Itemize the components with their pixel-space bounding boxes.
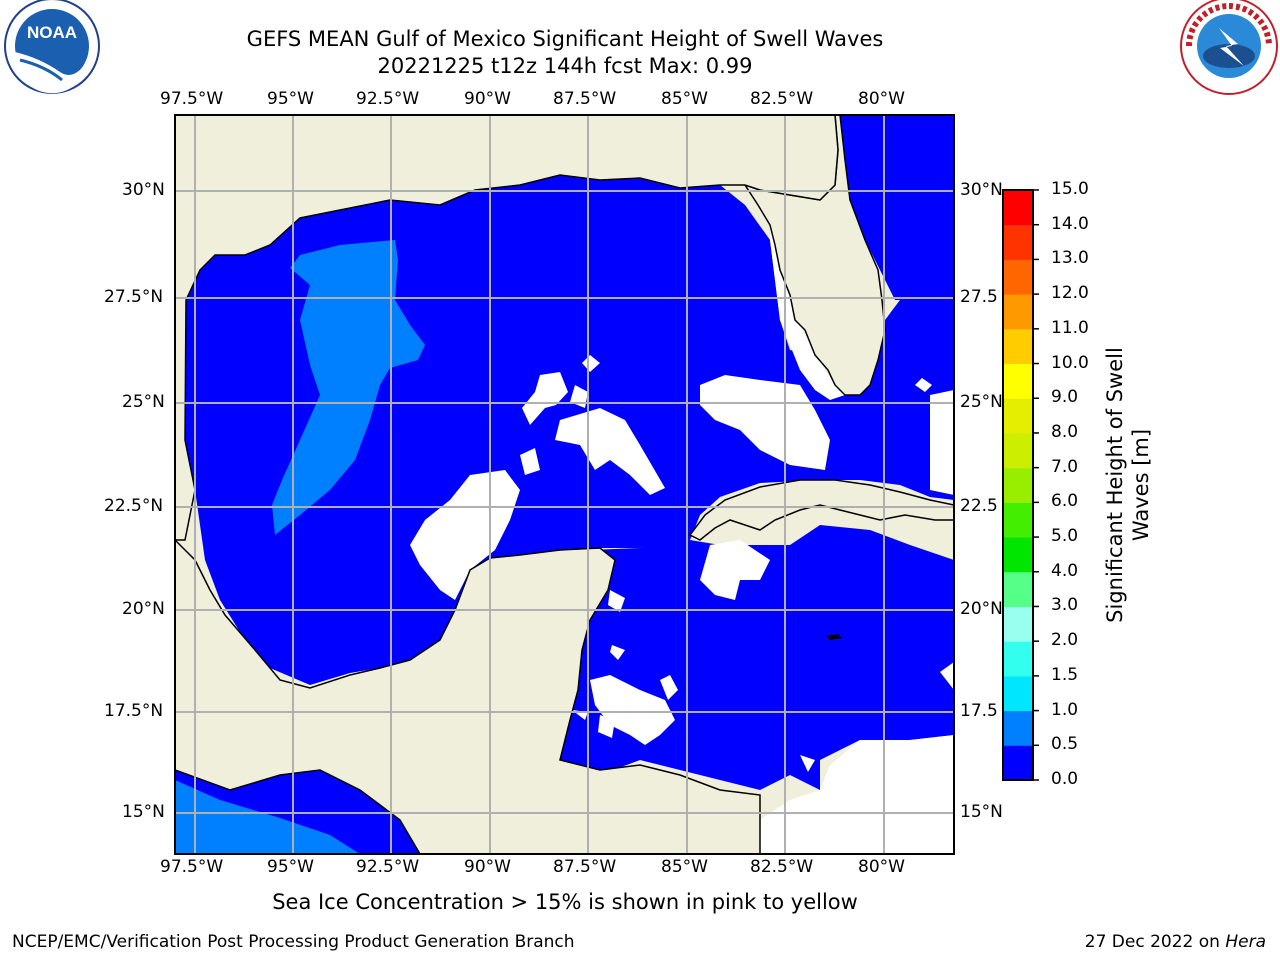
gridlines <box>175 115 954 854</box>
map-area <box>175 115 954 854</box>
lat-label-right: 25°N <box>960 392 1003 412</box>
colorbar <box>1002 189 1039 781</box>
colorbar-segment <box>1003 328 1033 365</box>
nodata-patches <box>410 205 954 854</box>
lon-label-top: 80°W <box>858 89 905 109</box>
noaa-logo-text: NOAA <box>27 23 77 42</box>
lat-label-left: 15°N <box>122 802 165 822</box>
colorbar-tick-label: 14.0 <box>1051 213 1089 234</box>
lat-label-right: 15°N <box>960 802 1003 822</box>
colorbar-segment <box>1003 224 1033 260</box>
colorbar-tick-label: 12.0 <box>1051 283 1089 304</box>
colorbar-tick-label: 10.0 <box>1051 352 1089 373</box>
lon-label-bottom: 82.5°W <box>750 857 814 877</box>
lon-label-bottom: 85°W <box>661 857 708 877</box>
colorbar-segment <box>1003 294 1033 330</box>
lon-label-bottom: 90°W <box>464 857 511 877</box>
lat-label-right: 22.5 <box>960 496 998 516</box>
colorbar-tick-label: 0.5 <box>1051 734 1079 755</box>
colorbar-segment <box>1003 398 1033 434</box>
lat-label-right: 30°N <box>960 180 1003 200</box>
colorbar-tick-label: 2.0 <box>1051 630 1079 651</box>
colorbar-segment <box>1003 363 1033 399</box>
jamaica-land <box>826 634 842 640</box>
colorbar-segment <box>1003 745 1033 781</box>
colorbar-tick-label: 13.0 <box>1051 248 1089 269</box>
colorbar-tick-label: 1.0 <box>1051 699 1079 720</box>
colorbar-tick-label: 7.0 <box>1051 456 1079 477</box>
colorbar-tick-label: 0.0 <box>1051 769 1079 789</box>
lon-label-bottom: 92.5°W <box>356 857 420 877</box>
lon-label-top: 95°W <box>267 89 314 109</box>
colorbar-segment <box>1003 606 1033 642</box>
colorbar-segment <box>1003 710 1033 746</box>
footer-date-text: 27 Dec 2022 on <box>1084 932 1220 952</box>
lon-label-top: 82.5°W <box>750 89 814 109</box>
map-frame <box>174 114 955 855</box>
footer-host: Hera <box>1225 932 1266 952</box>
atlantic-water <box>835 115 954 300</box>
colorbar-segment <box>1003 537 1033 573</box>
colorbar-tick-label: 8.0 <box>1051 421 1079 442</box>
colorbar-title: Significant Height of Swell Waves [m] <box>1103 347 1153 623</box>
yucatan-land <box>175 538 761 854</box>
lon-label-bottom: 80°W <box>858 857 905 877</box>
chart-title: GEFS MEAN Gulf of Mexico Significant Hei… <box>246 27 884 51</box>
lon-label-bottom: 97.5°W <box>160 857 224 877</box>
lat-label-left: 30°N <box>122 180 165 200</box>
swell-band-mid <box>272 240 425 535</box>
colorbar-tick-label: 3.0 <box>1051 595 1079 616</box>
colorbar-tick-label: 1.5 <box>1051 664 1079 685</box>
footer-date: 27 Dec 2022 on Hera <box>1085 932 1266 952</box>
colorbar-tick-label: 15.0 <box>1051 179 1089 199</box>
colorbar-tick-label: 11.0 <box>1051 317 1089 338</box>
lat-label-left: 20°N <box>122 599 165 619</box>
lon-label-top: 92.5°W <box>356 89 420 109</box>
colorbar-tick-label: 5.0 <box>1051 526 1079 547</box>
colorbar-segment <box>1003 641 1033 677</box>
colorbar-tick-label: 9.0 <box>1051 387 1079 408</box>
footer-credit: NCEP/EMC/Verification Post Processing Pr… <box>12 932 575 952</box>
lon-label-bottom: 95°W <box>267 857 314 877</box>
lat-label-right: 20°N <box>960 599 1003 619</box>
colorbar-segment <box>1003 190 1033 226</box>
pacific-water-mid <box>175 780 360 854</box>
lon-label-top: 87.5°W <box>553 89 617 109</box>
lon-label-bottom: 87.5°W <box>553 857 617 877</box>
lat-label-right: 27.5 <box>960 287 998 307</box>
colorbar-segment <box>1003 259 1033 295</box>
lat-label-left: 17.5°N <box>104 701 164 721</box>
lat-label-right: 17.5 <box>960 701 998 721</box>
lat-label-left: 22.5°N <box>104 496 164 516</box>
nws-logo <box>1180 0 1278 95</box>
colorbar-segment <box>1003 571 1033 607</box>
colorbar-segment <box>1003 467 1033 503</box>
chart-subtitle-forecast: 20221225 t12z 144h fcst Max: 0.99 <box>377 54 753 78</box>
colorbar-segment <box>1003 675 1033 712</box>
lat-label-left: 27.5°N <box>104 287 164 307</box>
colorbar-segment <box>1003 502 1033 538</box>
noaa-logo: NOAA <box>4 0 100 94</box>
lat-label-left: 25°N <box>122 392 165 412</box>
lon-label-top: 85°W <box>661 89 708 109</box>
lon-label-top: 90°W <box>464 89 511 109</box>
colorbar-tick-label: 6.0 <box>1051 491 1079 512</box>
sea-ice-note: Sea Ice Concentration > 15% is shown in … <box>272 890 858 914</box>
cuba-land <box>688 479 954 541</box>
colorbar-frame <box>1002 189 1034 781</box>
lon-label-top: 97.5°W <box>160 89 224 109</box>
colorbar-segment <box>1003 432 1033 469</box>
colorbar-tick-label: 4.0 <box>1051 560 1079 581</box>
